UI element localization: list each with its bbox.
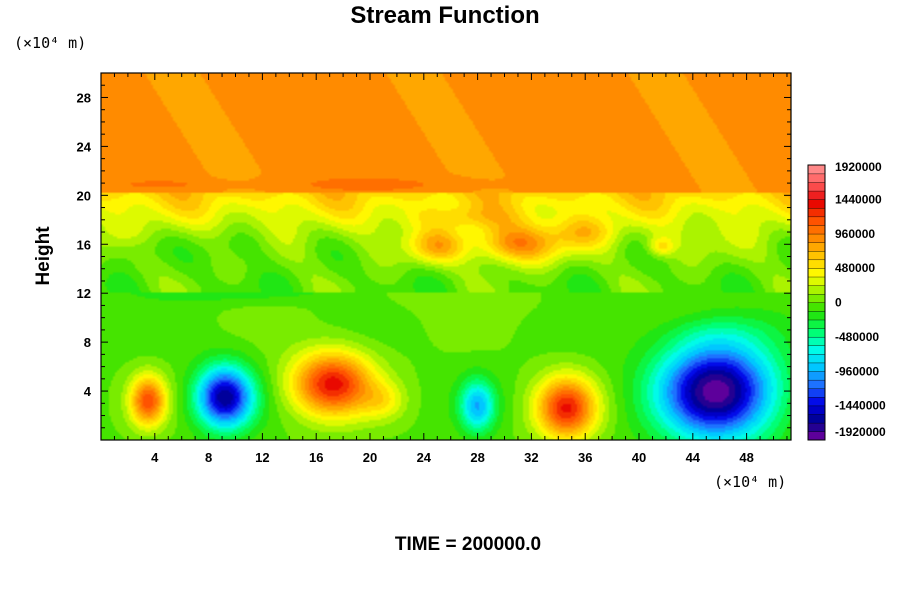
y-unit-label: (×10⁴ m) <box>14 34 86 52</box>
colorbar-level <box>807 414 826 424</box>
colorbar-level <box>807 190 826 200</box>
x-tick-label: 36 <box>578 450 592 465</box>
colorbar-level <box>807 319 826 329</box>
colorbar-level <box>807 181 826 192</box>
colorbar-tick-label: 1440000 <box>835 192 882 206</box>
colorbar-level <box>807 276 826 286</box>
y-tick-label: 16 <box>77 237 91 252</box>
colorbar-level <box>807 173 826 183</box>
chart-title: Stream Function <box>350 2 539 29</box>
colorbar-tick-label: 960000 <box>835 227 875 241</box>
colorbar-level <box>807 199 826 209</box>
plot-frame <box>100 72 792 441</box>
y-tick-label: 8 <box>84 335 91 350</box>
colorbar-level <box>807 396 826 407</box>
y-axis-label: Height <box>33 226 54 286</box>
colorbar-frame <box>807 164 826 441</box>
colorbar-level <box>807 336 826 346</box>
colorbar-level <box>807 164 826 175</box>
colorbar-tick-label: -1920000 <box>835 425 886 439</box>
colorbar-level <box>807 431 826 441</box>
x-tick-label: 44 <box>686 450 701 465</box>
colorbar-level <box>807 379 826 389</box>
colorbar-level <box>807 224 826 235</box>
colorbar-tick-label: 480000 <box>835 261 875 275</box>
heatmap-image <box>101 73 791 440</box>
colorbar-level <box>807 328 826 338</box>
colorbar-level <box>807 216 826 226</box>
x-tick-label: 40 <box>632 450 646 465</box>
colorbar-tick-label: -960000 <box>835 364 879 378</box>
x-unit-label: (×10⁴ m) <box>714 473 786 491</box>
x-tick-label: 4 <box>151 450 159 465</box>
x-tick-label: 24 <box>417 450 432 465</box>
colorbar-level <box>807 285 826 295</box>
x-tick-label: 8 <box>205 450 212 465</box>
colorbar-level <box>807 405 826 415</box>
colorbar-level <box>807 371 826 381</box>
y-tick-label: 20 <box>77 188 91 203</box>
y-tick-label: 28 <box>77 90 91 105</box>
colorbar-level <box>807 267 826 278</box>
x-tick-label: 32 <box>524 450 538 465</box>
x-tick-label: 28 <box>470 450 484 465</box>
x-tick-label: 20 <box>363 450 377 465</box>
colorbar-level <box>807 207 826 218</box>
colorbar-level <box>807 362 826 372</box>
colorbar-tick-label: 1920000 <box>835 160 882 174</box>
colorbar-level <box>807 293 826 304</box>
colorbar-level <box>807 310 826 321</box>
colorbar: 1920000 1440000 960000 480000 0 -480000 -96000… <box>807 160 886 441</box>
colorbar-level <box>807 302 826 312</box>
colorbar-tick-label: 0 <box>835 296 842 310</box>
colorbar-level <box>807 242 826 252</box>
x-tick-label: 48 <box>739 450 753 465</box>
colorbar-tick-label: -1440000 <box>835 399 886 413</box>
colorbar-level <box>807 388 826 398</box>
colorbar-level <box>807 422 826 432</box>
y-tick-label: 24 <box>77 139 92 154</box>
colorbar-level <box>807 233 826 243</box>
x-tick-label: 12 <box>255 450 269 465</box>
colorbar-level <box>807 259 826 269</box>
colorbar-level <box>807 250 826 261</box>
colorbar-tick-label: -480000 <box>835 330 879 344</box>
y-tick-label: 12 <box>77 286 91 301</box>
x-tick-label: 16 <box>309 450 323 465</box>
heatmap-field <box>101 73 791 440</box>
time-annotation: TIME = 200000.0 <box>395 534 541 555</box>
colorbar-level <box>807 345 826 355</box>
colorbar-level <box>807 353 826 364</box>
y-tick-label: 4 <box>84 384 92 399</box>
